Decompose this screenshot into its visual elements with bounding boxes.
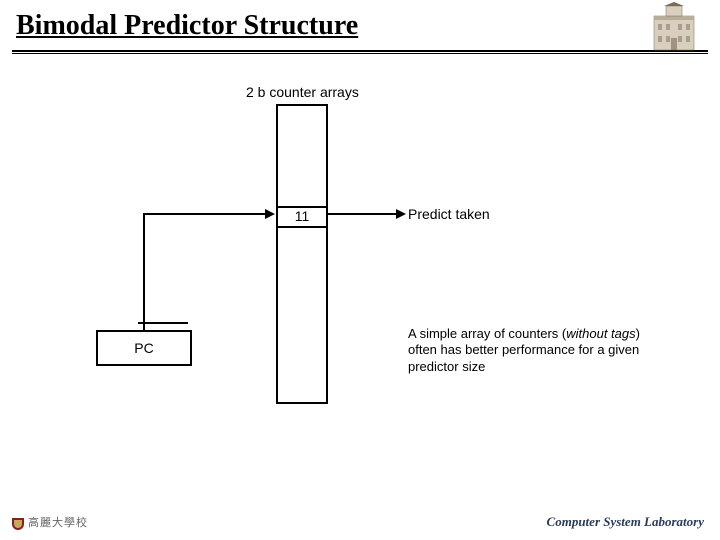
pc-label: PC xyxy=(134,340,153,356)
arrowhead-predict xyxy=(396,209,406,219)
cell-divider-bottom xyxy=(278,226,326,228)
slide-root: Bimodal Predictor Structure 2 b counter … xyxy=(0,0,720,540)
slide-title: Bimodal Predictor Structure xyxy=(16,10,358,42)
footer-right-text: Computer System Laboratory xyxy=(547,514,704,530)
desc-pre: A simple array of counters ( xyxy=(408,326,566,341)
counter-array-label-text: 2 b counter arrays xyxy=(246,84,359,100)
desc-italic: without tags xyxy=(566,326,635,341)
wire-predict-out xyxy=(328,213,396,215)
diagram-area: 2 b counter arrays 11 Predict taken PC xyxy=(0,70,720,490)
title-rule-thin xyxy=(12,53,708,54)
footer-crest-icon xyxy=(10,516,26,532)
title-rule-thick xyxy=(12,50,708,52)
pc-top-tick xyxy=(138,322,188,324)
wire-pc-vertical xyxy=(143,214,145,330)
counter-array: 11 xyxy=(276,104,328,404)
title-text: Bimodal Predictor Structure xyxy=(16,10,358,41)
building-illustration xyxy=(644,2,704,52)
predict-taken-text: Predict taken xyxy=(408,206,490,222)
footer-left-text: 高麗大學校 xyxy=(28,514,88,530)
counter-array-label: 2 b counter arrays xyxy=(246,84,359,100)
highlighted-counter-value: 11 xyxy=(278,207,326,225)
predict-taken-label: Predict taken xyxy=(408,206,490,222)
arrowhead-into-array xyxy=(265,209,275,219)
pc-register-box: PC xyxy=(96,330,192,366)
wire-pc-horizontal xyxy=(143,213,265,215)
description-paragraph: A simple array of counters (without tags… xyxy=(408,326,648,375)
